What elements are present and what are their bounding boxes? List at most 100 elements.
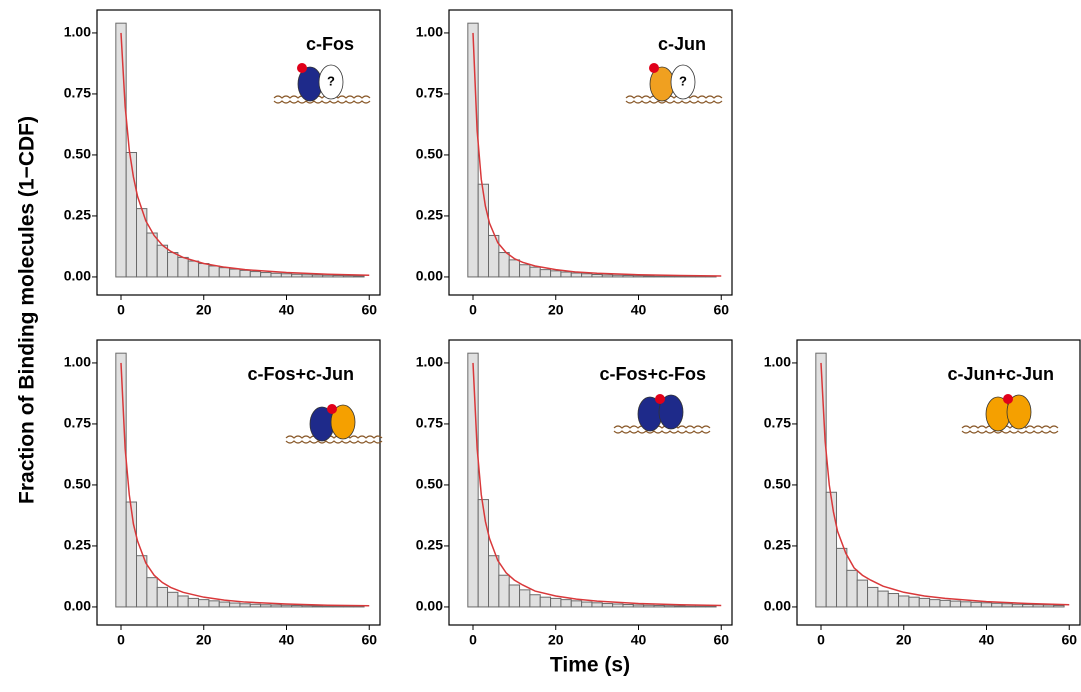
unknown-partner: ? — [679, 73, 687, 88]
bar — [230, 603, 240, 607]
bar — [1043, 605, 1053, 607]
bar — [199, 264, 209, 277]
x-tick-label: 0 — [117, 632, 125, 648]
y-tick-label: 0.75 — [64, 85, 91, 101]
panel-title: c-Jun+c-Jun — [947, 364, 1054, 384]
bar — [940, 600, 950, 607]
bar — [551, 598, 561, 607]
bar — [199, 600, 209, 607]
bar — [209, 601, 219, 607]
y-tick-label: 0.00 — [764, 598, 791, 614]
y-tick-label: 1.00 — [764, 354, 791, 370]
bar — [468, 23, 478, 277]
fit-line — [121, 363, 369, 606]
dna-strand — [614, 426, 710, 428]
bar — [530, 595, 540, 607]
x-tick-label: 40 — [979, 632, 995, 648]
x-tick-label: 60 — [361, 632, 377, 648]
x-tick-label: 20 — [196, 632, 212, 648]
x-tick-label: 20 — [896, 632, 912, 648]
bar — [685, 606, 695, 607]
dna-strand — [626, 96, 722, 98]
bar — [499, 253, 509, 277]
dna-strand — [962, 431, 1058, 433]
bar — [478, 184, 488, 277]
bar — [899, 596, 909, 607]
y-tick-label: 0.00 — [64, 598, 91, 614]
bar — [888, 594, 898, 607]
dna-strand — [286, 441, 382, 443]
y-tick-label: 0.25 — [416, 537, 443, 553]
bar — [178, 257, 188, 277]
x-tick-label: 0 — [469, 302, 477, 318]
bar — [868, 587, 878, 607]
bar — [312, 606, 322, 607]
phospho-dot — [649, 63, 659, 73]
bar — [551, 271, 561, 277]
bar — [168, 253, 178, 277]
phospho-dot — [327, 404, 337, 414]
x-tick-label: 40 — [279, 302, 295, 318]
protein-icon — [286, 404, 382, 443]
dna-strand — [286, 436, 382, 438]
dna-strand — [614, 431, 710, 433]
bar — [323, 606, 333, 607]
bar — [571, 273, 581, 277]
bar — [116, 23, 126, 277]
bar — [561, 600, 571, 607]
bar — [520, 265, 530, 277]
x-tick-label: 20 — [548, 632, 564, 648]
bar — [240, 270, 250, 277]
bar — [847, 570, 857, 607]
unknown-partner: ? — [327, 73, 335, 88]
bar — [354, 276, 364, 277]
panel-title: c-Fos+c-Fos — [599, 364, 706, 384]
y-tick-label: 0.25 — [764, 537, 791, 553]
bar — [219, 268, 229, 277]
y-tick-label: 0.75 — [764, 415, 791, 431]
protein-icon — [614, 394, 710, 433]
bar — [837, 548, 847, 607]
bar — [230, 269, 240, 277]
y-tick-label: 1.00 — [64, 354, 91, 370]
bar — [1012, 604, 1022, 607]
y-tick-label: 0.50 — [416, 146, 443, 162]
protein-icon — [962, 394, 1058, 433]
dna-strand — [274, 101, 370, 103]
bar — [961, 602, 971, 607]
bar — [930, 600, 940, 607]
y-tick-label: 0.50 — [64, 476, 91, 492]
bar — [540, 270, 550, 277]
bar — [312, 275, 322, 277]
bar — [857, 580, 867, 607]
bar — [950, 601, 960, 607]
bar — [302, 275, 312, 277]
bar — [1033, 605, 1043, 607]
bar — [1023, 605, 1033, 607]
bar — [909, 597, 919, 607]
y-tick-label: 0.25 — [64, 537, 91, 553]
x-axis-label: Time (s) — [550, 654, 630, 677]
bar — [302, 606, 312, 607]
bar — [147, 233, 157, 277]
x-tick-label: 20 — [196, 302, 212, 318]
bar — [520, 590, 530, 607]
y-tick-label: 0.75 — [416, 415, 443, 431]
bar — [826, 492, 836, 607]
bar — [157, 245, 167, 277]
dna-strand — [274, 96, 370, 98]
bar — [623, 605, 633, 607]
bar — [250, 272, 260, 277]
bar — [468, 353, 478, 607]
y-tick-label: 0.75 — [416, 85, 443, 101]
bar — [582, 602, 592, 607]
bar — [644, 605, 654, 607]
y-tick-label: 0.50 — [764, 476, 791, 492]
y-tick-label: 1.00 — [416, 24, 443, 40]
bar — [126, 502, 136, 607]
bar — [261, 605, 271, 607]
phospho-dot — [655, 394, 665, 404]
bar — [592, 275, 602, 277]
